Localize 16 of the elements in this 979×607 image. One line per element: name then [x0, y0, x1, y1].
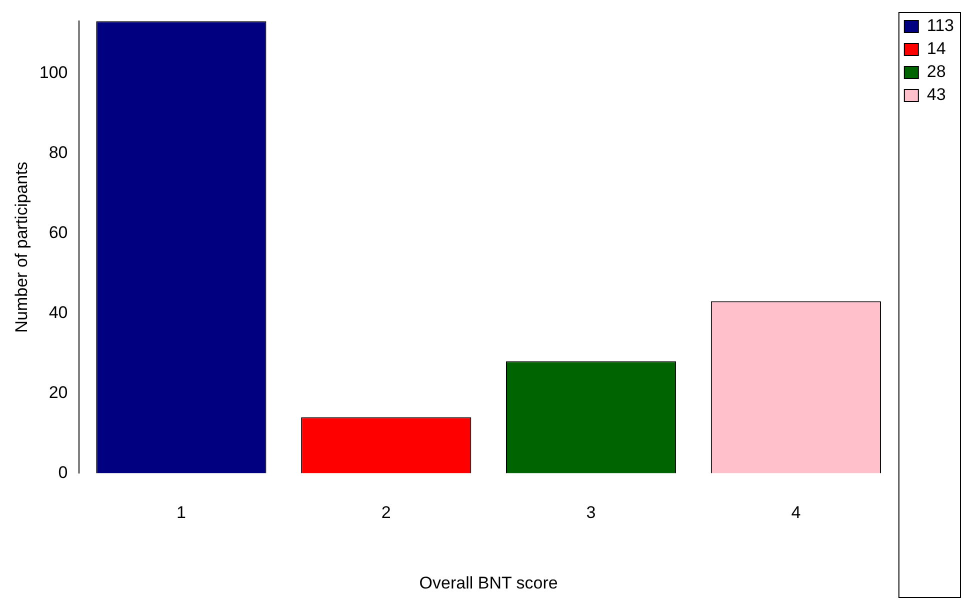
legend-label: 43 — [926, 85, 946, 104]
y-axis-title: Number of participants — [12, 162, 31, 333]
x-axis-title: Overall BNT score — [419, 573, 558, 592]
y-tick-label: 80 — [48, 142, 68, 162]
y-tick-label: 100 — [39, 62, 68, 82]
x-tick-label: 3 — [586, 503, 596, 522]
x-tick-label: 1 — [176, 503, 186, 522]
x-tick-label: 2 — [381, 503, 391, 522]
y-tick-label: 40 — [48, 302, 68, 322]
legend-label: 14 — [926, 39, 946, 58]
legend-label: 28 — [926, 62, 946, 82]
y-tick-label: 20 — [48, 382, 68, 402]
legend-label: 113 — [926, 16, 954, 36]
x-tick-label: 4 — [791, 503, 801, 522]
y-tick-label: 0 — [58, 462, 68, 482]
y-tick-label: 60 — [48, 222, 68, 242]
